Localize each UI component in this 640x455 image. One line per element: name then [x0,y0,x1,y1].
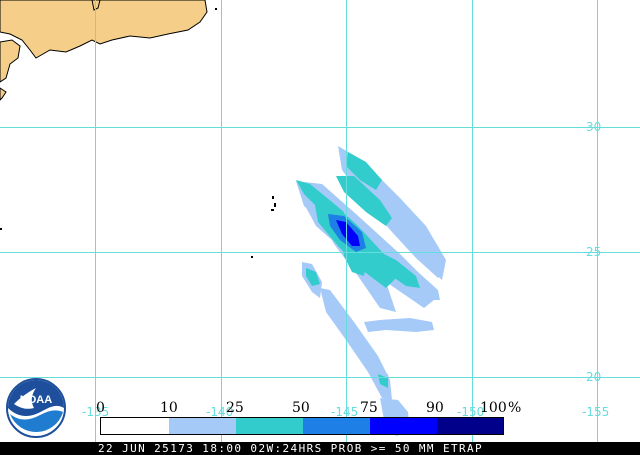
legend-swatch-90-100 [437,418,503,435]
legend-swatch-50-75 [303,418,370,435]
land-masses [0,0,208,101]
map-caption: 22 JUN 25173 18:00 02W:24HRS PROB >= 50 … [98,442,484,455]
legend-threshold-75: 75 [360,400,378,416]
noaa-logo-icon: NOAA [6,378,66,438]
lon-label-150: -150 [457,405,485,419]
caption-bar [0,442,640,455]
legend-swatch-0-10 [101,418,169,435]
land-west-coast [0,87,7,101]
legend-swatch-10-25 [169,418,236,435]
lat-label-30: 30 [586,120,602,134]
legend-swatch-75-90 [370,418,437,435]
lon-label-140: -140 [206,405,234,419]
legend-threshold-90: 90 [426,400,444,416]
lon-label-135: -135 [82,405,110,419]
legend-threshold-100: 100 [480,400,507,416]
noaa-logo-text: NOAA [20,394,52,406]
legend-threshold-0: 0 [96,400,105,416]
lon-label-145: -145 [331,405,359,419]
lon-label-155: -155 [582,405,610,419]
legend-threshold-50: 50 [292,400,310,416]
lat-label-20: 20 [586,370,602,384]
small-islands [0,8,276,258]
legend-threshold-10: 10 [160,400,178,416]
legend-unit: % [508,400,522,416]
legend-threshold-25: 25 [226,400,244,416]
land-shikoku [0,39,21,83]
lat-label-25: 25 [586,245,602,259]
legend-swatch-25-50 [236,418,303,435]
prob-field-75 [336,220,360,246]
